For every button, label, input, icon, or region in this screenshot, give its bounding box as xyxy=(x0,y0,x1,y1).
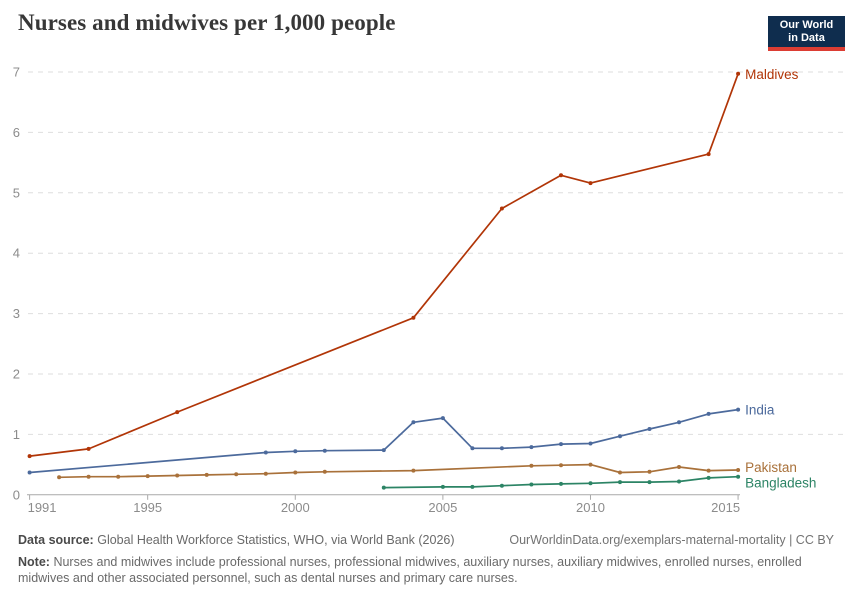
series-label-india[interactable]: India xyxy=(745,403,775,418)
data-point-pakistan-2014 xyxy=(706,468,711,473)
data-point-maldives-2010 xyxy=(588,181,593,186)
data-point-pakistan-1993 xyxy=(86,474,91,479)
data-point-pakistan-2013 xyxy=(677,465,681,469)
data-point-bangladesh-2007 xyxy=(499,483,504,488)
data-point-maldives-1993 xyxy=(86,446,91,451)
data-point-pakistan-1996 xyxy=(175,473,180,478)
series-label-maldives[interactable]: Maldives xyxy=(745,67,799,82)
data-point-pakistan-1999 xyxy=(263,471,268,476)
data-source-label: Data source: xyxy=(18,533,94,547)
series-label-bangladesh[interactable]: Bangladesh xyxy=(745,476,816,491)
owid-logo-line1: Our World xyxy=(779,19,834,31)
note-text: Nurses and midwives include professional… xyxy=(18,554,802,586)
data-point-india-1991 xyxy=(27,470,32,475)
data-point-bangladesh-2012 xyxy=(647,480,652,485)
owid-logo-line2: in Data xyxy=(788,32,825,44)
data-point-maldives-1991 xyxy=(27,454,32,459)
data-point-bangladesh-2006 xyxy=(470,484,475,489)
data-point-pakistan-2012 xyxy=(647,469,652,474)
data-point-pakistan-2011 xyxy=(618,470,622,475)
data-point-pakistan-2004 xyxy=(411,468,416,473)
data-point-india-2014 xyxy=(706,411,711,416)
data-point-maldives-2009 xyxy=(559,173,563,178)
data-point-pakistan-2009 xyxy=(559,463,563,468)
data-point-india-2000 xyxy=(293,449,298,454)
data-point-bangladesh-2010 xyxy=(588,481,593,486)
data-point-india-2006 xyxy=(470,446,475,451)
data-point-pakistan-2010 xyxy=(588,462,593,467)
page-title: Nurses and midwives per 1,000 people xyxy=(18,10,396,35)
y-tick-label-6: 6 xyxy=(13,125,20,140)
data-point-india-2004 xyxy=(411,420,416,425)
y-tick-label-7: 7 xyxy=(13,65,20,80)
y-tick-label-2: 2 xyxy=(13,367,20,382)
x-tick-label-2005: 2005 xyxy=(428,500,457,515)
y-tick-label-4: 4 xyxy=(13,246,20,261)
data-point-india-2009 xyxy=(559,442,563,447)
owid-url-license[interactable]: OurWorldinData.org/exemplars-maternal-mo… xyxy=(509,533,834,547)
data-point-pakistan-1994 xyxy=(116,474,121,479)
x-tick-label-2000: 2000 xyxy=(281,500,310,515)
data-point-india-2015 xyxy=(736,407,741,412)
y-tick-label-5: 5 xyxy=(13,185,20,200)
data-point-maldives-2004 xyxy=(411,315,416,320)
y-tick-label-3: 3 xyxy=(13,306,20,321)
data-point-pakistan-2000 xyxy=(293,470,298,475)
data-point-bangladesh-2011 xyxy=(618,480,622,485)
data-point-india-2007 xyxy=(499,446,504,451)
data-point-bangladesh-2015 xyxy=(736,474,741,479)
data-point-bangladesh-2005 xyxy=(440,484,445,489)
data-point-bangladesh-2014 xyxy=(706,475,711,480)
series-line-bangladesh[interactable] xyxy=(383,475,739,489)
data-point-pakistan-1998 xyxy=(234,472,239,477)
data-point-india-2001 xyxy=(322,448,327,453)
data-point-pakistan-2008 xyxy=(529,463,534,468)
x-tick-label-2010: 2010 xyxy=(576,500,605,515)
data-source-line: Data source: Global Health Workforce Sta… xyxy=(18,532,455,549)
data-point-pakistan-2001 xyxy=(322,469,327,474)
data-point-maldives-1996 xyxy=(175,410,180,415)
data-point-bangladesh-2008 xyxy=(529,482,534,487)
owid-logo[interactable]: Our World in Data xyxy=(768,16,845,51)
series-line-maldives[interactable] xyxy=(29,73,739,457)
data-point-india-2013 xyxy=(677,420,681,425)
data-point-maldives-2007 xyxy=(499,206,504,211)
data-point-pakistan-1997 xyxy=(204,472,209,477)
data-point-india-2005 xyxy=(440,416,445,421)
x-tick-label-1991: 1991 xyxy=(28,500,57,515)
data-point-pakistan-2015 xyxy=(736,468,741,472)
series-line-pakistan[interactable] xyxy=(59,463,739,479)
y-tick-label-1: 1 xyxy=(13,427,20,442)
data-point-india-2012 xyxy=(647,427,652,431)
note-label: Note: xyxy=(18,554,50,569)
data-point-pakistan-1992 xyxy=(57,475,62,480)
chart-footer: Data source: Global Health Workforce Sta… xyxy=(18,532,834,587)
data-point-maldives-2014 xyxy=(706,152,711,157)
y-tick-label-0: 0 xyxy=(13,487,20,502)
data-point-bangladesh-2003 xyxy=(381,485,386,490)
data-point-india-2003 xyxy=(381,448,386,453)
data-point-maldives-2015 xyxy=(736,71,741,76)
x-tick-label-1995: 1995 xyxy=(133,500,162,515)
data-point-india-2008 xyxy=(529,445,534,450)
data-point-bangladesh-2009 xyxy=(559,481,563,486)
data-point-pakistan-1995 xyxy=(145,474,150,479)
data-point-india-2010 xyxy=(588,441,593,446)
data-source-text: Global Health Workforce Statistics, WHO,… xyxy=(97,533,455,547)
data-point-bangladesh-2013 xyxy=(677,479,681,484)
series-label-pakistan[interactable]: Pakistan xyxy=(745,460,797,475)
series-line-india[interactable] xyxy=(29,408,739,474)
data-point-india-2011 xyxy=(618,434,622,439)
data-point-india-1999 xyxy=(263,450,268,455)
x-tick-label-2015: 2015 xyxy=(711,500,740,515)
